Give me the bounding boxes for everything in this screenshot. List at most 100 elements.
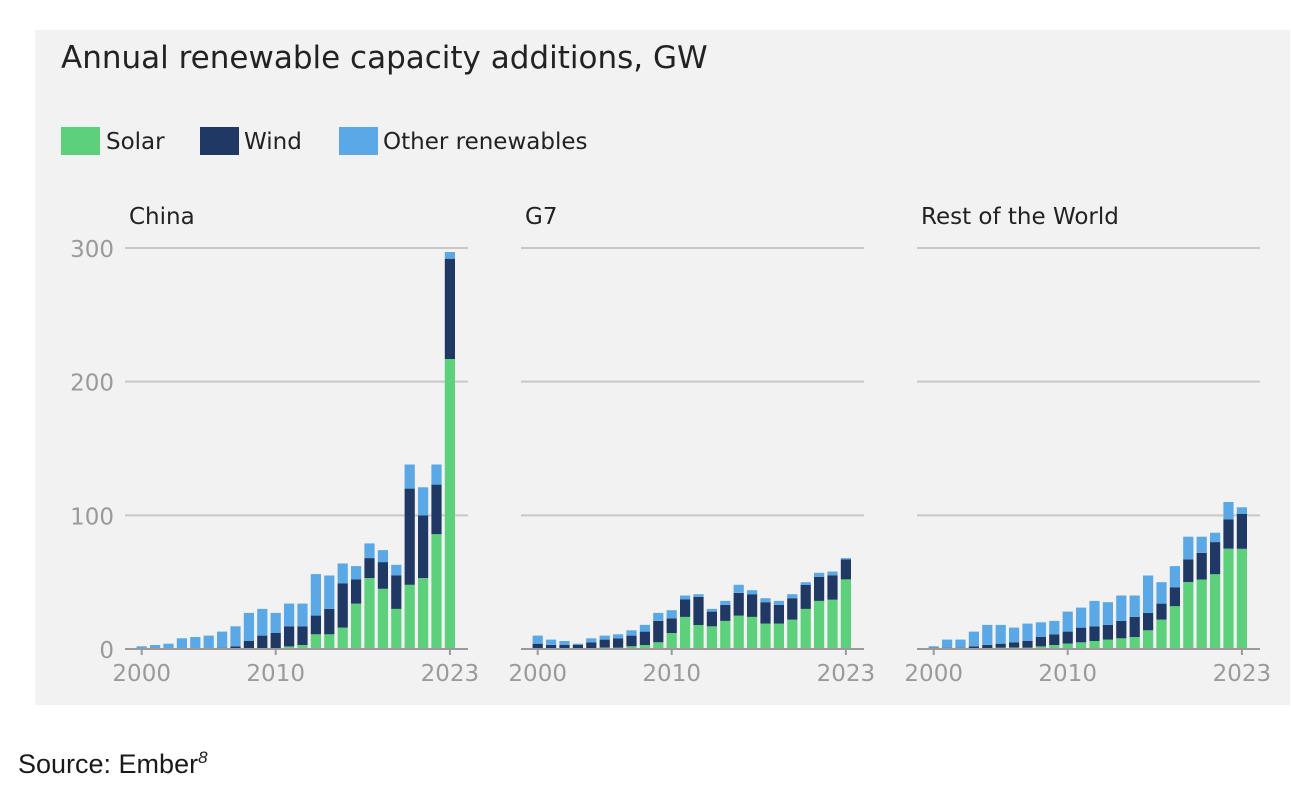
- bar-rest-of-the-world-wind-2006: [1009, 642, 1020, 648]
- bar-rest-of-the-world-solar-2014: [1116, 638, 1127, 649]
- x-tick-label-2023: 2023: [1213, 661, 1272, 687]
- legend-swatch-solar: [61, 127, 100, 155]
- bar-china-wind-2018: [377, 562, 388, 589]
- bar-china-solar-2022: [431, 534, 442, 649]
- bar-china-wind-2008: [243, 641, 254, 649]
- bar-china-other-renewables-2020: [404, 464, 415, 489]
- bar-g7-wind-2018: [773, 604, 784, 624]
- bar-g7-solar-2017: [760, 623, 771, 649]
- bar-china-other-renewables-2008: [243, 612, 254, 641]
- bar-china-wind-2014: [324, 608, 335, 635]
- legend-item-wind: Wind: [200, 127, 302, 155]
- bar-rest-of-the-world-solar-2018: [1169, 606, 1180, 649]
- bar-china-solar-2021: [418, 578, 429, 649]
- bar-g7-other-renewables-2010: [666, 610, 677, 619]
- panel-china: China 2000 2010 2023: [112, 204, 479, 687]
- bar-rest-of-the-world-wind-2013: [1102, 624, 1113, 640]
- bar-rest-of-the-world-wind-2010: [1062, 631, 1073, 644]
- bar-rest-of-the-world-other-renewables-2001: [942, 639, 953, 648]
- bar-china-other-renewables-2010: [270, 612, 281, 633]
- x-tick-label-2023: 2023: [421, 661, 480, 687]
- bar-china-solar-2012: [297, 645, 308, 649]
- y-tick-label-0: 0: [99, 638, 114, 664]
- bar-rest-of-the-world-wind-2007: [1022, 641, 1033, 648]
- bar-china-other-renewables-2012: [297, 603, 308, 627]
- bar-g7-other-renewables-2005: [599, 635, 610, 640]
- bar-china-solar-2023: [444, 358, 455, 649]
- x-tick-label-2010: 2010: [642, 661, 701, 687]
- bar-rest-of-the-world-other-renewables-2007: [1022, 623, 1033, 641]
- bar-g7-solar-2008: [639, 645, 650, 649]
- bar-china-solar-2020: [404, 584, 415, 649]
- bar-rest-of-the-world-other-renewables-2014: [1116, 595, 1127, 621]
- legend-label-solar: Solar: [106, 129, 165, 155]
- bar-china-wind-2012: [297, 626, 308, 645]
- bar-china-wind-2009: [257, 635, 268, 649]
- bar-g7-other-renewables-2017: [760, 598, 771, 603]
- bar-g7-other-renewables-2001: [546, 639, 557, 645]
- bar-rest-of-the-world-wind-2011: [1076, 627, 1087, 643]
- bar-g7-other-renewables-2015: [733, 584, 744, 593]
- legend: Solar Wind Other renewables: [61, 127, 587, 155]
- legend-label-wind: Wind: [244, 129, 302, 155]
- bar-china-wind-2011: [284, 626, 295, 647]
- bar-china-wind-2020: [404, 488, 415, 585]
- bar-g7-other-renewables-2019: [787, 594, 798, 599]
- x-tick-label-2000: 2000: [112, 661, 171, 687]
- panel-title-g7: G7: [525, 204, 557, 230]
- bar-rest-of-the-world-wind-2021: [1210, 542, 1221, 575]
- bar-g7-other-renewables-2008: [639, 624, 650, 632]
- bar-rest-of-the-world-wind-2003: [968, 646, 979, 649]
- bar-rest-of-the-world-solar-2020: [1196, 579, 1207, 649]
- bar-g7-wind-2000: [532, 643, 543, 649]
- bar-rest-of-the-world-other-renewables-2016: [1143, 575, 1154, 613]
- bar-rest-of-the-world-wind-2018: [1169, 587, 1180, 607]
- bar-g7-other-renewables-2002: [559, 641, 570, 645]
- x-tick-label-2023: 2023: [817, 661, 876, 687]
- bar-china-other-renewables-2004: [190, 637, 201, 649]
- bar-rest-of-the-world-solar-2015: [1129, 637, 1140, 649]
- bar-g7-wind-2022: [827, 575, 838, 600]
- bar-rest-of-the-world-solar-2008: [1035, 646, 1046, 649]
- source-note: Source: Ember8: [18, 748, 208, 780]
- bar-china-solar-2017: [364, 578, 375, 649]
- bar-g7-wind-2017: [760, 602, 771, 624]
- bar-g7-solar-2010: [666, 633, 677, 649]
- x-tick-label-2010: 2010: [1038, 661, 1097, 687]
- bar-china-wind-2015: [337, 583, 348, 628]
- bar-rest-of-the-world-solar-2019: [1183, 582, 1194, 649]
- bar-rest-of-the-world-other-renewables-2018: [1169, 566, 1180, 588]
- bar-rest-of-the-world-solar-2017: [1156, 619, 1167, 649]
- bar-g7-solar-2018: [773, 623, 784, 649]
- bar-rest-of-the-world-other-renewables-2004: [982, 624, 993, 645]
- bar-china-wind-2013: [310, 615, 321, 635]
- bar-g7-other-renewables-2003: [572, 643, 583, 645]
- bar-rest-of-the-world-solar-2021: [1210, 574, 1221, 649]
- bar-china-solar-2015: [337, 627, 348, 649]
- bar-g7-wind-2005: [599, 639, 610, 648]
- bar-china-other-renewables-2006: [217, 631, 228, 648]
- bar-china-other-renewables-2019: [391, 564, 402, 576]
- bar-rest-of-the-world-other-renewables-2009: [1049, 620, 1060, 635]
- bar-rest-of-the-world-other-renewables-2010: [1062, 611, 1073, 632]
- bar-china-solar-2013: [310, 634, 321, 649]
- bar-rest-of-the-world-other-renewables-2002: [955, 639, 966, 648]
- x-tick-label-2000: 2000: [508, 661, 567, 687]
- bar-rest-of-the-world-wind-2012: [1089, 626, 1100, 641]
- bar-china-other-renewables-2000: [136, 646, 147, 649]
- bar-china-solar-2019: [391, 608, 402, 649]
- bar-g7-other-renewables-2013: [706, 608, 717, 612]
- bar-g7-other-renewables-2000: [532, 635, 543, 644]
- bar-g7-other-renewables-2018: [773, 600, 784, 605]
- bar-g7-solar-2009: [653, 642, 664, 649]
- bar-g7-other-renewables-2022: [827, 571, 838, 576]
- bar-rest-of-the-world-other-renewables-2008: [1035, 622, 1046, 637]
- bar-g7-wind-2008: [639, 631, 650, 645]
- source-text: Source: Ember: [18, 749, 199, 779]
- bar-g7-wind-2021: [814, 576, 825, 601]
- bar-china-other-renewables-2016: [351, 566, 362, 580]
- bar-rest-of-the-world-other-renewables-2011: [1076, 607, 1087, 628]
- bar-rest-of-the-world-wind-2005: [995, 643, 1006, 648]
- bar-rest-of-the-world-other-renewables-2005: [995, 624, 1006, 644]
